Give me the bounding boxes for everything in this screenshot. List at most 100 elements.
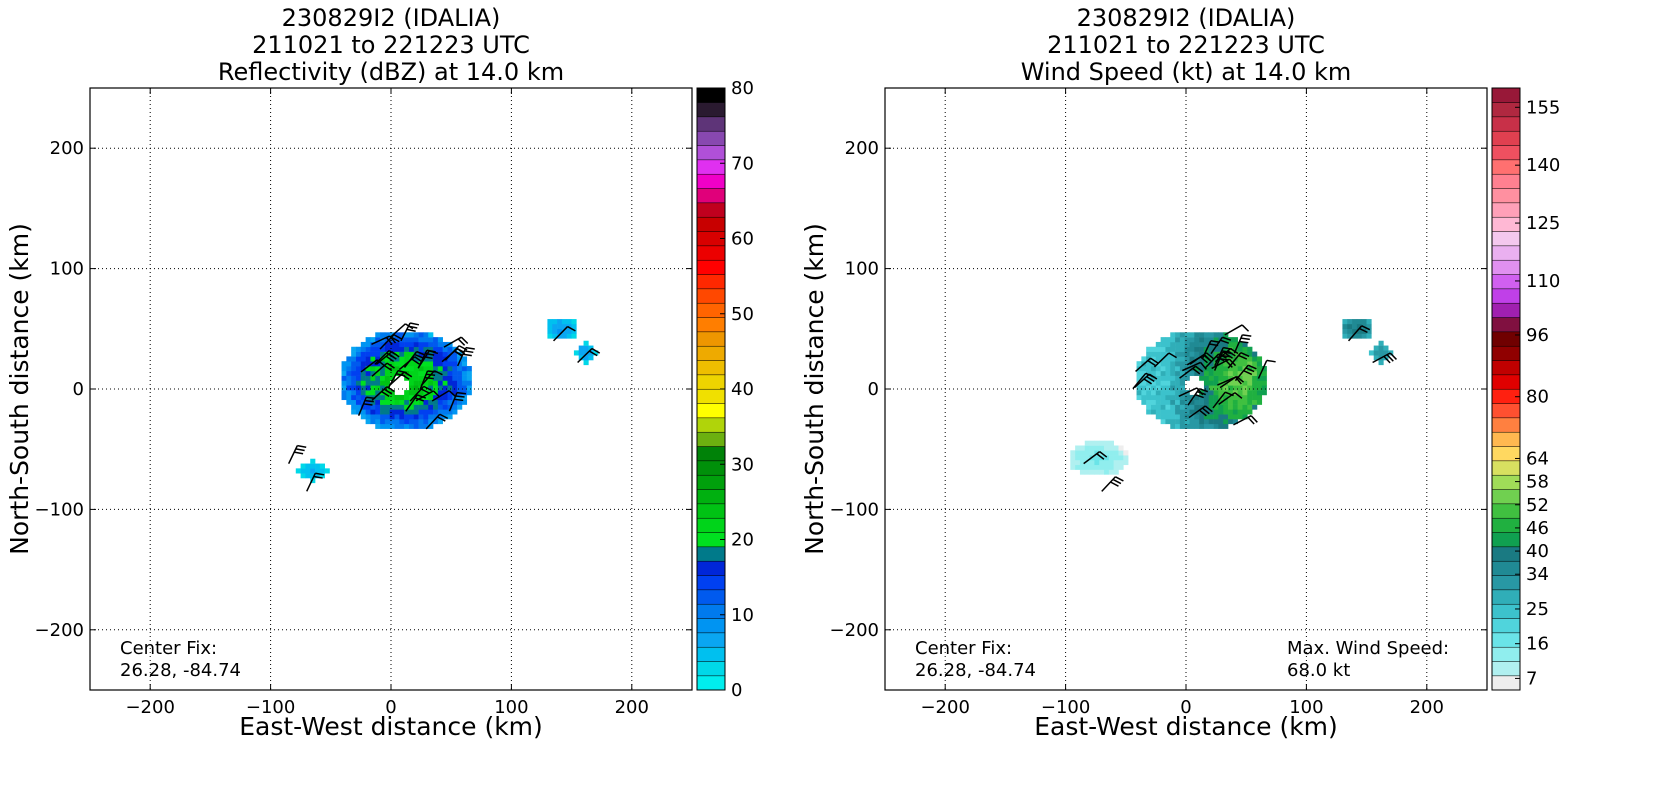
field-cell xyxy=(295,468,301,474)
field-cell xyxy=(341,390,347,396)
field-cell xyxy=(1084,459,1090,466)
field-cell xyxy=(1170,399,1176,405)
field-cell xyxy=(1242,341,1248,348)
field-cell xyxy=(370,346,376,352)
barb-shaft xyxy=(420,370,435,387)
field-cell xyxy=(571,333,577,339)
barb-shaft xyxy=(431,390,450,402)
field-cell xyxy=(380,419,386,425)
field-cell xyxy=(399,404,405,410)
chart-panel-1: −200 −100 0 100 200−200−1000100200East-West … xyxy=(5,4,754,741)
field-cell xyxy=(1170,419,1176,425)
field-cell xyxy=(1146,390,1152,396)
field-cell xyxy=(1213,346,1219,352)
colorbar-swatch xyxy=(696,288,726,304)
field-cell xyxy=(360,409,366,415)
field-cell xyxy=(389,370,395,376)
barb-flag xyxy=(417,394,427,399)
barb-flag xyxy=(1234,392,1243,399)
field-cell xyxy=(384,332,390,338)
colorbar-tick-label: 7 xyxy=(1526,668,1537,689)
colorbar-swatch xyxy=(1491,489,1521,505)
colorbar-tick-label: 20 xyxy=(731,530,754,551)
field-cell xyxy=(1213,404,1219,410)
field-cell xyxy=(1261,366,1267,372)
field-cell xyxy=(375,370,381,376)
field-cell xyxy=(1150,370,1157,376)
field-cell xyxy=(300,468,306,474)
barb-flag xyxy=(1110,481,1119,487)
field-cell xyxy=(370,404,376,410)
field-cell xyxy=(1252,404,1258,410)
field-cell xyxy=(1184,399,1190,405)
field-cell xyxy=(355,385,362,391)
field-cell xyxy=(1223,419,1229,425)
field-cell xyxy=(1179,361,1185,367)
wind-barb xyxy=(1372,352,1397,364)
colorbar-swatch xyxy=(1491,618,1521,634)
field-cell xyxy=(583,345,589,351)
field-cell xyxy=(413,361,419,367)
field-cell xyxy=(413,409,419,415)
field-cell xyxy=(1184,409,1190,415)
field-cell xyxy=(341,375,347,381)
field-cell xyxy=(375,341,381,348)
field-region-core xyxy=(1136,332,1267,429)
field-cell xyxy=(588,355,594,361)
barb-flag xyxy=(1238,354,1248,360)
field-cell xyxy=(413,332,419,338)
field-cell xyxy=(375,380,381,386)
field-cell xyxy=(433,404,439,410)
field-cell xyxy=(1104,469,1110,475)
field-cell xyxy=(1242,399,1248,405)
field-cell xyxy=(1160,361,1166,367)
barb-flag xyxy=(376,359,385,366)
field-cell xyxy=(351,370,357,376)
field-cell xyxy=(1141,394,1147,401)
field-cell xyxy=(1094,440,1100,446)
field-cell xyxy=(1179,380,1185,386)
field-cell xyxy=(384,419,390,425)
field-cell xyxy=(1342,319,1348,325)
colorbar-swatch xyxy=(1491,245,1521,261)
field-cell xyxy=(461,361,468,367)
colorbar-tick-label: 52 xyxy=(1526,495,1549,516)
colorbar-swatch xyxy=(1491,474,1521,490)
field-cell xyxy=(1113,459,1119,466)
field-cell xyxy=(1252,394,1258,401)
field-cell xyxy=(1232,419,1238,425)
field-cell xyxy=(1079,464,1086,470)
field-cell xyxy=(1175,404,1181,410)
field-cell xyxy=(1256,370,1263,376)
barb-flag xyxy=(1240,351,1250,357)
colorbar-swatch xyxy=(696,116,726,132)
field-cell xyxy=(408,370,415,376)
wind-barb xyxy=(1234,364,1257,382)
wind-barb xyxy=(425,413,449,430)
field-cell xyxy=(355,394,362,401)
field-cell xyxy=(1155,341,1161,348)
field-cell xyxy=(1194,399,1200,405)
field-cell xyxy=(433,380,439,386)
barb-flag xyxy=(1220,339,1230,344)
field-cell xyxy=(1084,440,1090,446)
field-cell xyxy=(1237,346,1243,352)
field-cell xyxy=(1165,370,1171,376)
field-cell xyxy=(375,404,381,410)
colorbar-tick-label: 64 xyxy=(1526,448,1549,469)
field-cell xyxy=(1160,385,1166,391)
field-cell xyxy=(1203,375,1210,381)
barb-flag xyxy=(1096,453,1105,460)
field-cell xyxy=(404,332,410,338)
field-cell xyxy=(1199,341,1205,348)
barb-shaft xyxy=(360,359,378,373)
field-cell xyxy=(437,419,443,425)
field-cell xyxy=(1136,394,1142,401)
field-cell xyxy=(1228,409,1234,415)
field-cell xyxy=(305,473,311,479)
field-cell xyxy=(437,356,443,362)
field-cell xyxy=(1189,337,1195,343)
barb-shaft xyxy=(553,326,569,342)
barb-flag xyxy=(425,352,435,356)
